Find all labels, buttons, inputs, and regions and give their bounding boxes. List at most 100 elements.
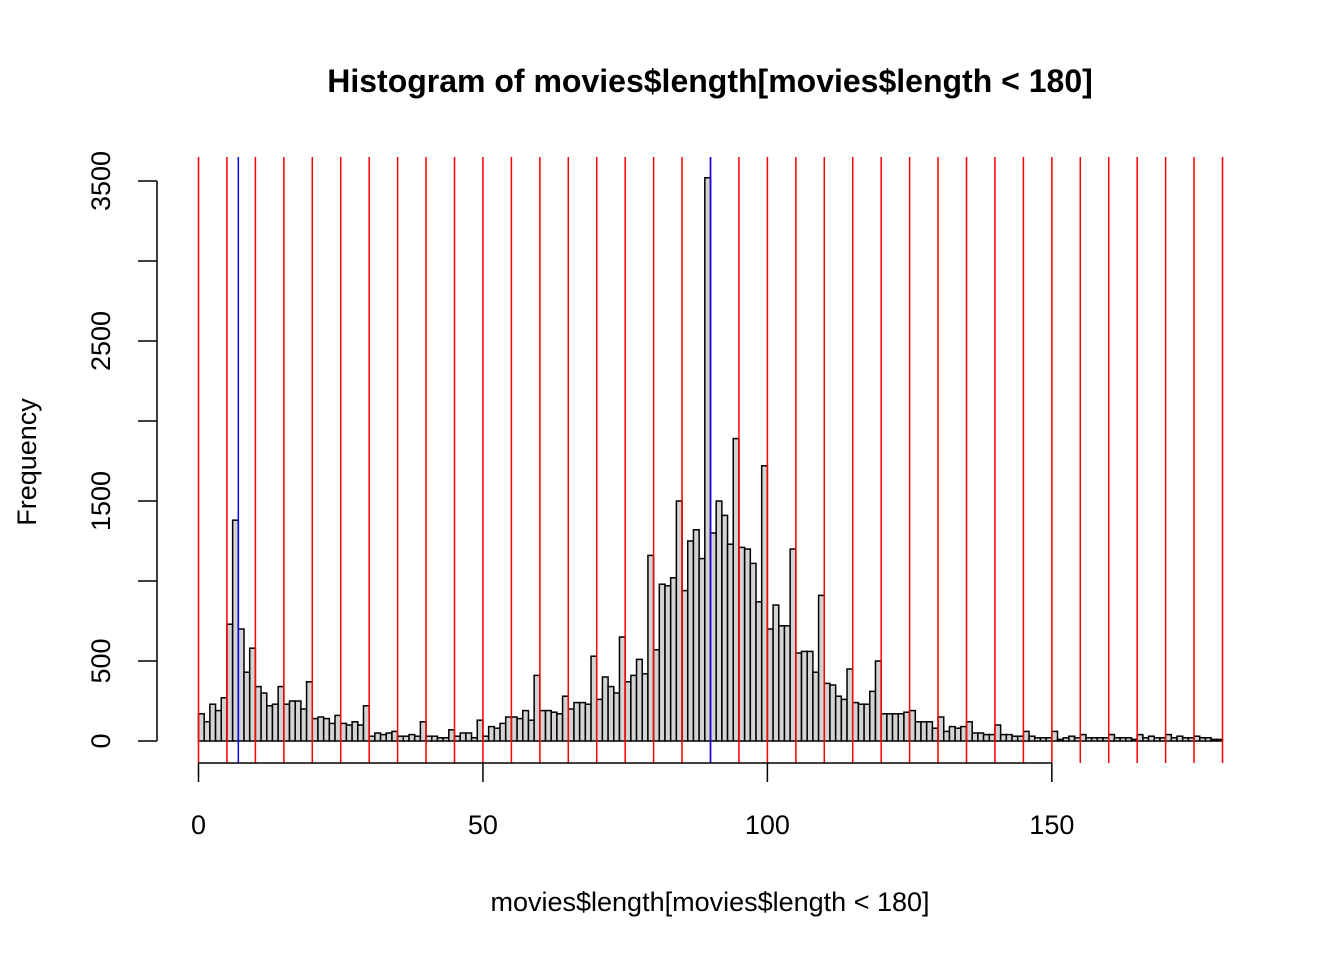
histogram-bar <box>766 628 774 742</box>
histogram-bar <box>476 719 484 742</box>
histogram-bar <box>556 713 564 742</box>
y-axis: 0 500 1500 2500 3500 <box>86 151 158 749</box>
histogram-bar <box>914 721 922 742</box>
histogram-bar <box>795 652 803 742</box>
histogram-bar <box>1181 737 1190 742</box>
histogram-bar <box>846 668 854 742</box>
histogram-bar <box>288 700 296 742</box>
histogram-bar <box>322 717 331 742</box>
histogram-bar <box>487 725 496 742</box>
histogram-bar <box>1153 737 1161 742</box>
histogram-bar <box>613 692 621 742</box>
histogram-bar <box>362 705 370 742</box>
histogram-bar <box>891 713 899 742</box>
histogram-bar <box>1170 737 1178 742</box>
histogram-bar <box>715 500 723 742</box>
histogram-bar <box>368 735 376 742</box>
histogram-bar <box>283 703 291 742</box>
histogram-bar <box>1176 735 1184 742</box>
histogram-bar <box>499 722 507 742</box>
x-tick-label: 50 <box>468 810 498 840</box>
histogram-bar <box>937 716 945 742</box>
histogram-bar <box>965 721 973 742</box>
histogram-bar <box>635 658 643 742</box>
histogram-bar <box>277 685 285 742</box>
histogram-bar <box>721 514 729 742</box>
histogram-bar <box>851 701 860 742</box>
histogram-bar <box>704 177 712 742</box>
histogram-bar <box>743 548 752 742</box>
y-tick-label: 500 <box>86 638 116 683</box>
histogram-bar <box>402 735 410 742</box>
histogram-bar <box>334 714 342 742</box>
histogram-bar <box>1198 737 1207 742</box>
histogram-bar <box>419 721 427 742</box>
histogram-bar <box>1039 737 1047 742</box>
histogram-bar <box>561 695 570 742</box>
histogram-bar <box>470 737 479 742</box>
histogram-bar <box>1022 730 1030 742</box>
histogram-bar <box>522 709 530 742</box>
x-tick-label: 100 <box>745 810 790 840</box>
histogram-bar <box>982 733 991 742</box>
y-axis-label: Frequency <box>12 398 42 526</box>
histogram-bar <box>237 628 245 742</box>
histogram-bar <box>516 717 524 742</box>
histogram-bar <box>1187 737 1195 742</box>
histogram-bar <box>652 649 661 742</box>
histogram-bar <box>840 698 848 742</box>
y-tick-label: 1500 <box>86 471 116 531</box>
histogram-bar <box>732 437 740 742</box>
y-tick-label: 2500 <box>86 311 116 371</box>
histogram-bar <box>977 732 985 742</box>
histogram-bar <box>1005 733 1013 742</box>
histogram-bar <box>584 703 592 742</box>
histogram-bar <box>624 681 632 742</box>
histogram-bar <box>1085 737 1093 742</box>
histogram-bar <box>595 698 604 742</box>
histogram-bar <box>311 717 319 742</box>
histogram-bar <box>812 671 820 742</box>
histogram-bar <box>857 703 865 742</box>
histogram-bar <box>374 732 382 742</box>
histogram-bar <box>550 711 558 742</box>
histogram-bar <box>1130 738 1138 742</box>
histogram-bar <box>254 685 262 742</box>
histogram-bar <box>1159 737 1167 742</box>
histogram-bar <box>1090 737 1099 742</box>
x-axis: 0 50 100 150 <box>191 762 1074 840</box>
histogram-bar <box>1107 733 1116 742</box>
histogram-bar <box>578 701 587 742</box>
histogram-bar <box>908 709 917 742</box>
histogram-bar <box>886 713 894 742</box>
histogram-bar <box>709 532 717 742</box>
histogram-bar <box>675 500 683 742</box>
histogram-bar <box>869 690 877 742</box>
histogram-bar <box>197 713 205 742</box>
histogram-bar <box>294 700 302 742</box>
histogram-bar <box>567 708 575 742</box>
histogram-bar <box>760 465 769 742</box>
histogram-bar <box>1119 737 1127 742</box>
histogram-bar <box>317 716 325 742</box>
histogram-bar <box>1216 738 1224 742</box>
histogram-bar <box>664 585 672 742</box>
histogram-bar <box>425 735 433 742</box>
y-tick-label: 0 <box>86 733 116 748</box>
x-tick-label: 150 <box>1029 810 1074 840</box>
histogram-bar <box>351 721 359 742</box>
histogram-bar <box>539 709 547 742</box>
histogram-bar <box>442 737 450 742</box>
histogram-bar <box>1073 737 1082 742</box>
histogram-bar <box>339 722 348 742</box>
histogram-bar <box>988 733 996 742</box>
reference-lines <box>197 157 1224 763</box>
histogram-bar <box>942 730 951 742</box>
histogram-bar <box>880 713 888 742</box>
histogram-bar <box>806 650 814 742</box>
histogram-bar <box>1016 735 1025 742</box>
histogram-bar <box>772 604 780 742</box>
histogram-bar <box>573 701 581 742</box>
histogram-bar <box>817 594 826 742</box>
histogram-bar <box>960 725 968 742</box>
